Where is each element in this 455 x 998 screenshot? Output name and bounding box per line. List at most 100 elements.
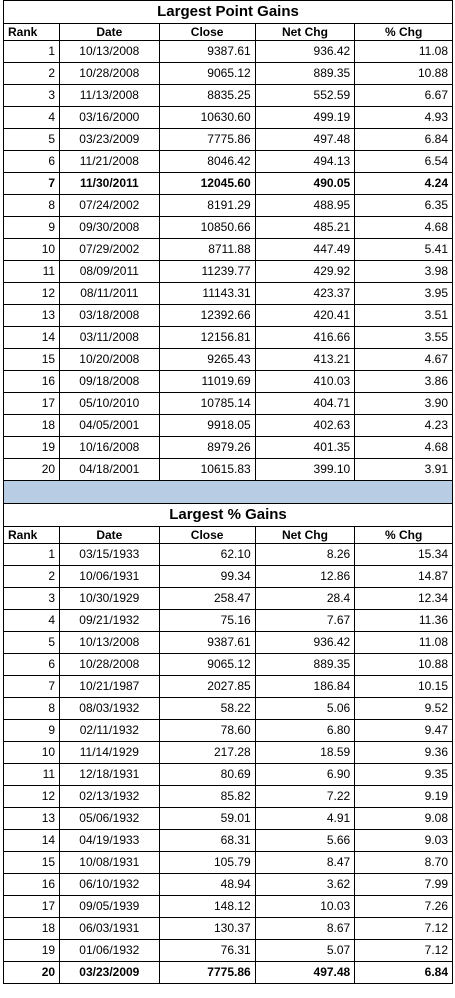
pct-chg-cell: 11.36 <box>354 609 452 632</box>
table-row: 18 04/05/2001 9918.05 402.63 4.23 <box>4 414 452 437</box>
rank-cell: 3 <box>4 587 60 610</box>
net-chg-cell: 889.35 <box>254 62 355 85</box>
date-cell: 10/30/1929 <box>59 587 160 610</box>
table-row: 10 11/14/1929 217.28 18.59 9.36 <box>4 741 452 764</box>
pct-chg-cell: 9.52 <box>354 697 452 720</box>
pct-chg-cell: 7.26 <box>354 895 452 918</box>
close-cell: 11239.77 <box>158 260 256 283</box>
date-cell: 02/13/1932 <box>59 785 160 808</box>
net-chg-cell: 416.66 <box>254 326 355 349</box>
close-cell: 217.28 <box>158 741 256 764</box>
rank-cell: 4 <box>4 609 60 632</box>
table-row: 7 10/21/1987 2027.85 186.84 10.15 <box>4 675 452 698</box>
pct-chg-cell: 6.67 <box>354 84 452 107</box>
date-header: Date <box>59 24 160 41</box>
net-chg-header: Net Chg <box>254 24 355 41</box>
date-cell: 10/13/2008 <box>59 631 160 654</box>
pct-chg-cell: 15.34 <box>354 543 452 566</box>
table-row: 15 10/20/2008 9265.43 413.21 4.67 <box>4 348 452 371</box>
close-cell: 80.69 <box>158 763 256 786</box>
table-row: 9 02/11/1932 78.60 6.80 9.47 <box>4 719 452 742</box>
date-cell: 02/11/1932 <box>59 719 160 742</box>
net-chg-cell: 936.42 <box>254 631 355 654</box>
net-chg-cell: 8.26 <box>254 543 355 566</box>
net-chg-cell: 499.19 <box>254 106 355 129</box>
table-row: 3 11/13/2008 8835.25 552.59 6.67 <box>4 84 452 107</box>
net-chg-cell: 490.05 <box>254 172 355 195</box>
pct-chg-cell: 9.03 <box>354 829 452 852</box>
date-cell: 09/30/2008 <box>59 216 160 239</box>
net-chg-cell: 420.41 <box>254 304 355 327</box>
net-chg-cell: 404.71 <box>254 392 355 415</box>
rank-cell: 13 <box>4 807 60 830</box>
net-chg-cell: 497.48 <box>254 128 355 151</box>
section-separator <box>3 481 453 503</box>
rank-cell: 5 <box>4 631 60 654</box>
pct-chg-cell: 3.90 <box>354 392 452 415</box>
net-chg-cell: 28.4 <box>254 587 355 610</box>
close-cell: 12045.60 <box>158 172 256 195</box>
close-cell: 9065.12 <box>158 653 256 676</box>
table-row: 14 03/11/2008 12156.81 416.66 3.55 <box>4 326 452 349</box>
date-cell: 03/23/2009 <box>59 961 160 984</box>
close-cell: 10785.14 <box>158 392 256 415</box>
rank-cell: 1 <box>4 543 60 566</box>
net-chg-cell: 889.35 <box>254 653 355 676</box>
close-cell: 7775.86 <box>158 128 256 151</box>
rank-cell: 16 <box>4 370 60 393</box>
net-chg-cell: 399.10 <box>254 458 355 481</box>
close-cell: 75.16 <box>158 609 256 632</box>
net-chg-cell: 6.90 <box>254 763 355 786</box>
rank-cell: 11 <box>4 260 60 283</box>
date-cell: 07/29/2002 <box>59 238 160 261</box>
date-cell: 11/21/2008 <box>59 150 160 173</box>
close-cell: 59.01 <box>158 807 256 830</box>
close-cell: 9387.61 <box>158 631 256 654</box>
pct-chg-cell: 4.68 <box>354 436 452 459</box>
date-header: Date <box>59 527 160 544</box>
date-cell: 03/11/2008 <box>59 326 160 349</box>
close-cell: 8979.26 <box>158 436 256 459</box>
pct-chg-cell: 4.67 <box>354 348 452 371</box>
pct-chg-cell: 4.24 <box>354 172 452 195</box>
table-row: 1 03/15/1933 62.10 8.26 15.34 <box>4 543 452 566</box>
close-cell: 85.82 <box>158 785 256 808</box>
pct-chg-cell: 9.19 <box>354 785 452 808</box>
date-cell: 08/03/1932 <box>59 697 160 720</box>
table-row: 2 10/28/2008 9065.12 889.35 10.88 <box>4 62 452 85</box>
close-cell: 12156.81 <box>158 326 256 349</box>
date-cell: 08/09/2011 <box>59 260 160 283</box>
pct-chg-cell: 3.98 <box>354 260 452 283</box>
pct-chg-cell: 3.91 <box>354 458 452 481</box>
net-chg-cell: 413.21 <box>254 348 355 371</box>
table-row: 12 02/13/1932 85.82 7.22 9.19 <box>4 785 452 808</box>
header-row: Rank Date Close Net Chg % Chg <box>4 24 452 41</box>
date-cell: 09/18/2008 <box>59 370 160 393</box>
pct-chg-cell: 5.41 <box>354 238 452 261</box>
pct-gains-title: Largest % Gains <box>4 503 452 527</box>
net-chg-cell: 485.21 <box>254 216 355 239</box>
date-cell: 10/16/2008 <box>59 436 160 459</box>
table-row: 10 07/29/2002 8711.88 447.49 5.41 <box>4 238 452 261</box>
point-gains-body: 1 10/13/2008 9387.61 936.42 11.08 2 10/28/2008… <box>4 40 452 481</box>
close-cell: 9265.43 <box>158 348 256 371</box>
close-cell: 10630.60 <box>158 106 256 129</box>
net-chg-cell: 186.84 <box>254 675 355 698</box>
rank-cell: 19 <box>4 939 60 962</box>
pct-chg-cell: 3.55 <box>354 326 452 349</box>
close-cell: 258.47 <box>158 587 256 610</box>
net-chg-cell: 7.67 <box>254 609 355 632</box>
net-chg-cell: 6.80 <box>254 719 355 742</box>
date-cell: 06/03/1931 <box>59 917 160 940</box>
pct-chg-cell: 6.35 <box>354 194 452 217</box>
table-row: 19 01/06/1932 76.31 5.07 7.12 <box>4 939 452 962</box>
net-chg-header: Net Chg <box>254 527 355 544</box>
net-chg-cell: 12.86 <box>254 565 355 588</box>
close-cell: 58.22 <box>158 697 256 720</box>
pct-chg-cell: 9.36 <box>354 741 452 764</box>
rank-cell: 18 <box>4 917 60 940</box>
rank-cell: 19 <box>4 436 60 459</box>
net-chg-cell: 429.92 <box>254 260 355 283</box>
date-cell: 04/05/2001 <box>59 414 160 437</box>
